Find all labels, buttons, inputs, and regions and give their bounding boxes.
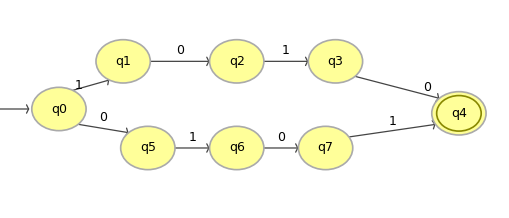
Ellipse shape xyxy=(432,92,486,135)
Text: 0: 0 xyxy=(423,81,431,94)
Ellipse shape xyxy=(96,40,150,83)
Text: 0: 0 xyxy=(99,111,107,124)
Ellipse shape xyxy=(210,40,264,83)
Text: 1: 1 xyxy=(75,79,82,92)
Text: 0: 0 xyxy=(176,44,184,57)
Ellipse shape xyxy=(210,126,264,170)
Text: 1: 1 xyxy=(282,44,290,57)
Text: q2: q2 xyxy=(229,55,245,68)
Text: q0: q0 xyxy=(51,102,67,116)
Text: 1: 1 xyxy=(188,131,196,144)
Text: q5: q5 xyxy=(140,141,156,155)
Text: 0: 0 xyxy=(277,131,285,144)
Text: q4: q4 xyxy=(451,107,467,120)
Ellipse shape xyxy=(308,40,362,83)
Ellipse shape xyxy=(32,87,86,131)
Ellipse shape xyxy=(298,126,353,170)
Ellipse shape xyxy=(121,126,175,170)
Text: 1: 1 xyxy=(388,116,396,128)
Text: q3: q3 xyxy=(327,55,344,68)
Text: q7: q7 xyxy=(318,141,333,155)
Text: q6: q6 xyxy=(229,141,245,155)
Text: q1: q1 xyxy=(115,55,131,68)
